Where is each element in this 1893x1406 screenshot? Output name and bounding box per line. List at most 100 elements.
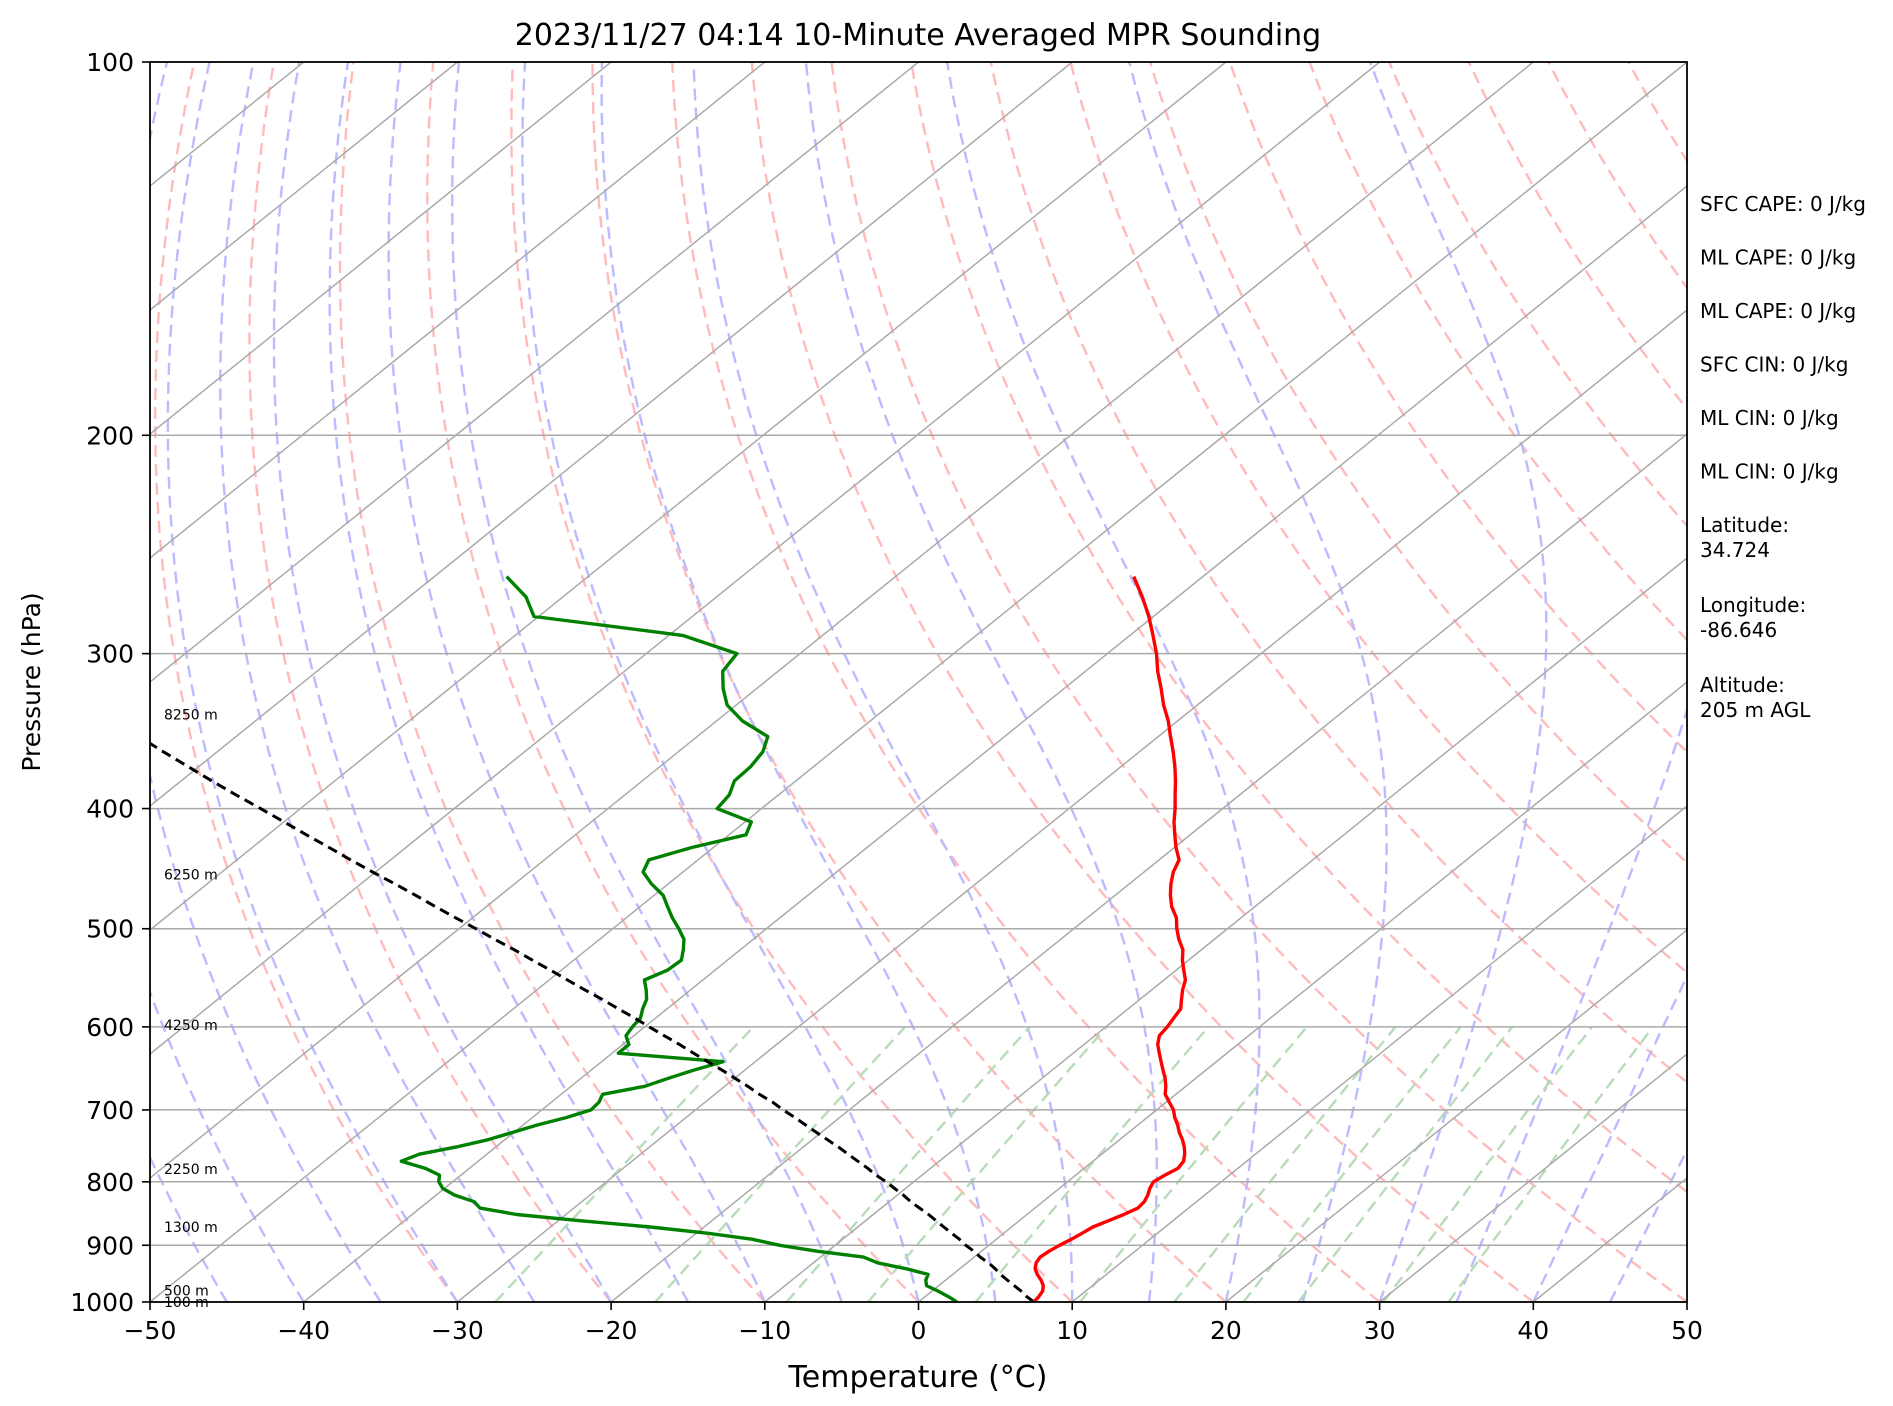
x-tick-label: −20 (585, 1316, 638, 1345)
isotherm-line (456, 309, 1687, 1302)
plot-area (150, 62, 1687, 1302)
moist-adiabat (328, 62, 689, 1302)
x-tick-label: 0 (911, 1316, 927, 1345)
annotation-text: ML CAPE: 0 J/kg (1700, 246, 1856, 270)
moist-adiabat (150, 1154, 228, 1302)
mixing-ratio-line (654, 1026, 906, 1302)
dry-adiabat (1308, 62, 1687, 642)
dry-adiabat (248, 62, 613, 1302)
annotation-line: ML CAPE: 0 J/kg (1700, 246, 1856, 270)
temperature-trace (1032, 575, 1188, 1302)
mixing-ratio-line (1382, 1026, 1593, 1302)
x-tick-label: −50 (124, 1316, 177, 1345)
y-tick-label: 800 (86, 1168, 134, 1197)
mixing-ratio-line (1447, 1026, 1654, 1302)
annotation-line: Longitude: (1700, 593, 1806, 617)
moist-adiabat (1609, 1147, 1687, 1302)
y-tick-label: 1000 (70, 1288, 134, 1317)
annotation-text: ML CIN: 0 J/kg (1700, 406, 1839, 430)
mixing-ratio-line (1079, 1026, 1308, 1302)
y-tick-label: 400 (86, 795, 134, 824)
y-tick-label: 200 (86, 421, 134, 450)
mixing-ratio-line (1173, 1026, 1397, 1302)
moist-adiabat (1455, 62, 1687, 1302)
annotation-line: -86.646 (1700, 618, 1777, 642)
moist-adiabat (1128, 62, 1388, 1302)
moist-adiabat (166, 62, 459, 1302)
x-tick-label: −10 (738, 1316, 791, 1345)
moist-adiabat (804, 62, 1159, 1302)
dry-adiabat (830, 62, 1687, 1302)
mixing-ratio-line (867, 1026, 1108, 1302)
height-label: 1300 m (164, 1220, 218, 1236)
x-tick-label: 30 (1364, 1316, 1396, 1345)
dewpoint-trace (399, 575, 958, 1302)
dry-adiabat (153, 62, 459, 1302)
dry-adiabat (591, 62, 1227, 1302)
dry-adiabat (1388, 62, 1687, 528)
annotation-line: ML CIN: 0 J/kg (1700, 460, 1839, 484)
dry-adiabats (153, 62, 1687, 1302)
moist-adiabat (150, 988, 305, 1302)
x-tick-label: 50 (1671, 1316, 1703, 1345)
x-axis-ticks: −50 −40 −30 −20 −10 0 10 20 30 40 50 (124, 1302, 1703, 1345)
isotherm-line (150, 62, 612, 435)
annotation-line: 34.724 (1700, 538, 1770, 562)
x-tick-label: −40 (277, 1316, 330, 1345)
moist-adiabat (450, 62, 843, 1302)
x-axis-label: Temperature (°C) (788, 1360, 1048, 1395)
dry-adiabat (1228, 62, 1687, 754)
annotation-text: ML CAPE: 0 J/kg (1700, 299, 1856, 323)
x-tick-label: −30 (431, 1316, 484, 1345)
annotation-line: ML CIN: 0 J/kg (1700, 406, 1839, 430)
moist-adiabat (1532, 973, 1687, 1302)
y-tick-label: 900 (86, 1231, 134, 1260)
chart-title: 2023/11/27 04:14 10-Minute Averaged MPR … (515, 18, 1321, 53)
isotherms (150, 62, 1687, 1302)
isotherm-line (150, 62, 919, 683)
dry-adiabat (338, 62, 766, 1302)
dry-adiabat (1547, 62, 1687, 290)
dry-adiabat (1149, 62, 1687, 865)
annotation-text: SFC CIN: 0 J/kg (1700, 353, 1848, 377)
annotation-text: Altitude: 205 m AGL (1700, 673, 1811, 722)
annotation-text: Latitude: 34.724 (1700, 513, 1789, 562)
height-label: 500 m (164, 1284, 209, 1300)
annotation-line: ML CAPE: 0 J/kg (1700, 299, 1856, 323)
y-tick-label: 600 (86, 1013, 134, 1042)
pressure-gridlines (150, 62, 1687, 1302)
isotherm-line (303, 185, 1687, 1302)
y-tick-label: 700 (86, 1096, 134, 1125)
annotation-text: ML CIN: 0 J/kg (1700, 460, 1839, 484)
y-axis-label: Pressure (hPa) (17, 592, 46, 771)
moist-adiabat (272, 62, 613, 1302)
dry-adiabat (750, 62, 1535, 1302)
dry-adiabat (671, 62, 1381, 1302)
dry-adiabat (1069, 62, 1687, 975)
mixing-ratio-line (1297, 1026, 1514, 1302)
isotherm-line (150, 62, 1381, 1055)
annotation-line: SFC CAPE: 0 J/kg (1700, 192, 1866, 216)
moist-adiabat (387, 62, 766, 1302)
isotherm-line (150, 62, 766, 559)
isotherm-line (1225, 929, 1687, 1302)
mixing-ratio-line (494, 1026, 755, 1302)
isotherm-line (610, 433, 1687, 1302)
moist-adiabat (945, 62, 1261, 1302)
isotherm-line (764, 557, 1687, 1302)
dry-adiabat (910, 62, 1687, 1194)
isotherm-line (1071, 805, 1687, 1302)
mixing-ratio-line (1242, 1026, 1462, 1302)
y-tick-label: 300 (86, 640, 134, 669)
sounding-profiles (150, 575, 1188, 1302)
isotherm-line (1379, 1053, 1687, 1302)
annotation-line: SFC CIN: 0 J/kg (1700, 353, 1848, 377)
x-tick-label: 20 (1210, 1316, 1242, 1345)
x-tick-label: 40 (1517, 1316, 1549, 1345)
parcel-trace (150, 741, 1035, 1302)
height-label: 4250 m (164, 1018, 218, 1034)
moist-adiabat (219, 62, 536, 1302)
moist-adiabat (521, 62, 920, 1302)
